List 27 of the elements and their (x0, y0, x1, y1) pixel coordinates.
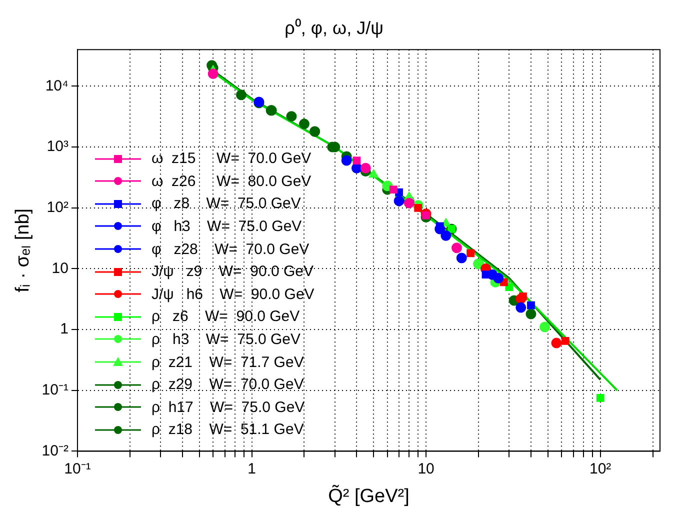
legend-label: ρ h17 W= 75.0 GeV (151, 398, 305, 416)
y-tick-label: 1 (60, 320, 68, 338)
chart-title: ρ⁰, φ, ω, J/ψ (284, 18, 384, 38)
y-tick-label: 10⁻² (42, 442, 68, 460)
x-tick-label: 10 (418, 460, 434, 478)
legend-label: ρ z6 W= 90.0 GeV (151, 308, 300, 326)
legend-label: ρ h3 W= 75.0 GeV (151, 330, 300, 348)
legend-label: ω z26 W= 80.0 GeV (151, 172, 312, 190)
legend-label: ρ z18 W= 51.1 GeV (151, 421, 304, 438)
legend-label: ρ z21 W= 71.7 GeV (151, 354, 304, 371)
legend-label: φ h3 W= 75.0 GeV (151, 218, 302, 235)
x-axis-title: Q̃² [GeV²] (328, 484, 410, 507)
legend-label: φ z28 W= 70.0 GeV (151, 240, 310, 258)
y-axis-title: fᵢ · σₑₗ [nb] (12, 208, 34, 292)
legend-label: ω z15 W= 70.0 GeV (151, 150, 312, 168)
x-tick-label: 10² (589, 460, 612, 478)
y-tick-label: 10⁴ (45, 77, 68, 94)
y-tick-label: 10 (52, 260, 68, 277)
y-tick-label: 10³ (46, 138, 68, 156)
x-tick-label: 1 (248, 460, 256, 478)
y-tick-label: 10⁻¹ (42, 382, 68, 399)
legend-label: ρ z29 W= 70.0 GeV (151, 376, 304, 394)
legend-label: φ z8 W= 75.0 GeV (151, 195, 301, 212)
y-tick-label: 10² (46, 199, 68, 216)
legend-label: J/ψ z9 W= 90.0 GeV (151, 263, 314, 280)
x-tick-label: 10⁻¹ (64, 460, 91, 478)
legend-label: J/ψ h6 W= 90.0 GeV (151, 286, 314, 303)
